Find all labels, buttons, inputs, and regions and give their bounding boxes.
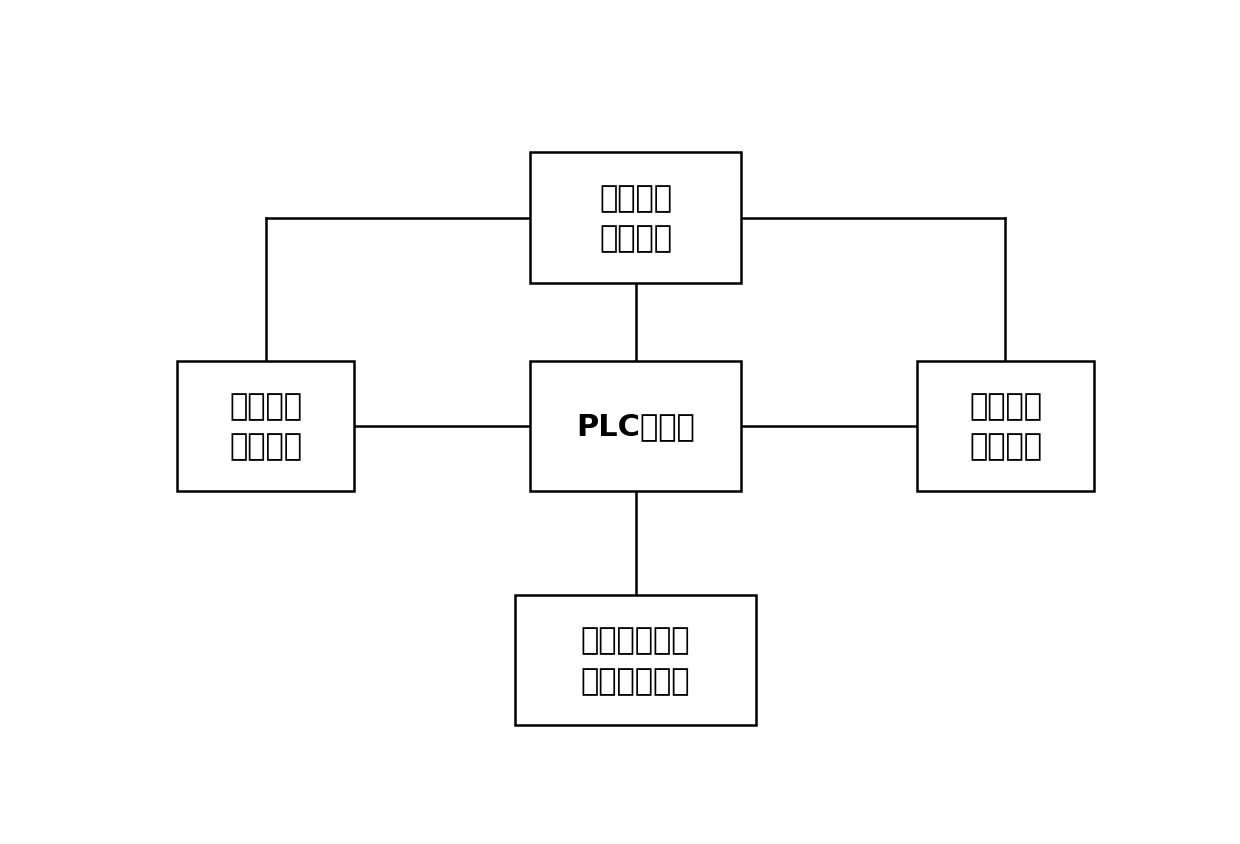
Text: 信号检测
电路单元: 信号检测 电路单元 xyxy=(229,392,303,461)
Text: 分析信息和指
令信息显示器: 分析信息和指 令信息显示器 xyxy=(580,625,691,695)
Text: PLC控制器: PLC控制器 xyxy=(577,412,694,441)
Bar xyxy=(516,595,755,725)
Text: 信号优化
电路单元: 信号优化 电路单元 xyxy=(968,392,1042,461)
Bar xyxy=(529,361,742,491)
Text: 信号分选
电路单元: 信号分选 电路单元 xyxy=(599,183,672,253)
Bar xyxy=(916,361,1095,491)
Bar xyxy=(176,361,355,491)
Bar xyxy=(529,154,742,284)
